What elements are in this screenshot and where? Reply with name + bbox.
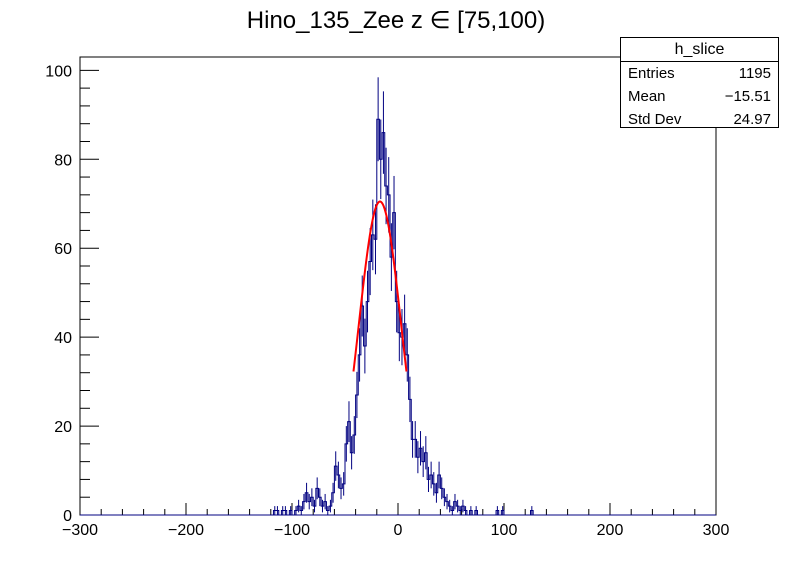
x-tick-label: 300	[703, 522, 730, 539]
fit-curve	[352, 200, 408, 372]
y-tick-label: 100	[45, 63, 72, 80]
stats-value: 24.97	[733, 111, 771, 128]
stats-value: −15.51	[724, 88, 771, 105]
stats-title: h_slice	[621, 38, 778, 62]
histogram-outline	[272, 118, 534, 515]
x-tick-label: 0	[394, 522, 403, 539]
stats-box: h_slice Entries 1195 Mean −15.51 Std Dev…	[620, 37, 779, 128]
chart-title: Hino_135_Zee z ∈ [75,100)	[247, 7, 545, 34]
x-tick-label: −200	[168, 522, 204, 539]
axes: −300 −200 −100 0 100 200 300 0 20 40 60 80 100	[45, 63, 729, 539]
stats-label: Entries	[628, 65, 675, 82]
stats-row-entries: Entries 1195	[621, 62, 778, 85]
x-tick-label: 200	[597, 522, 624, 539]
stats-label: Std Dev	[628, 111, 682, 128]
stats-label: Mean	[628, 88, 666, 105]
x-tick-label: −300	[62, 522, 98, 539]
y-tick-label: 80	[54, 152, 72, 169]
x-tick-label: 100	[491, 522, 518, 539]
stats-row-mean: Mean −15.51	[621, 85, 778, 108]
y-tick-label: 20	[54, 419, 72, 436]
fit-curve-path	[352, 200, 408, 372]
stats-row-stddev: Std Dev 24.97	[621, 108, 778, 131]
histogram-bars	[80, 77, 716, 516]
x-tick-label: −100	[274, 522, 310, 539]
y-tick-label: 0	[63, 508, 72, 525]
y-tick-label: 40	[54, 330, 72, 347]
y-tick-label: 60	[54, 241, 72, 258]
stats-value: 1195	[738, 65, 771, 82]
